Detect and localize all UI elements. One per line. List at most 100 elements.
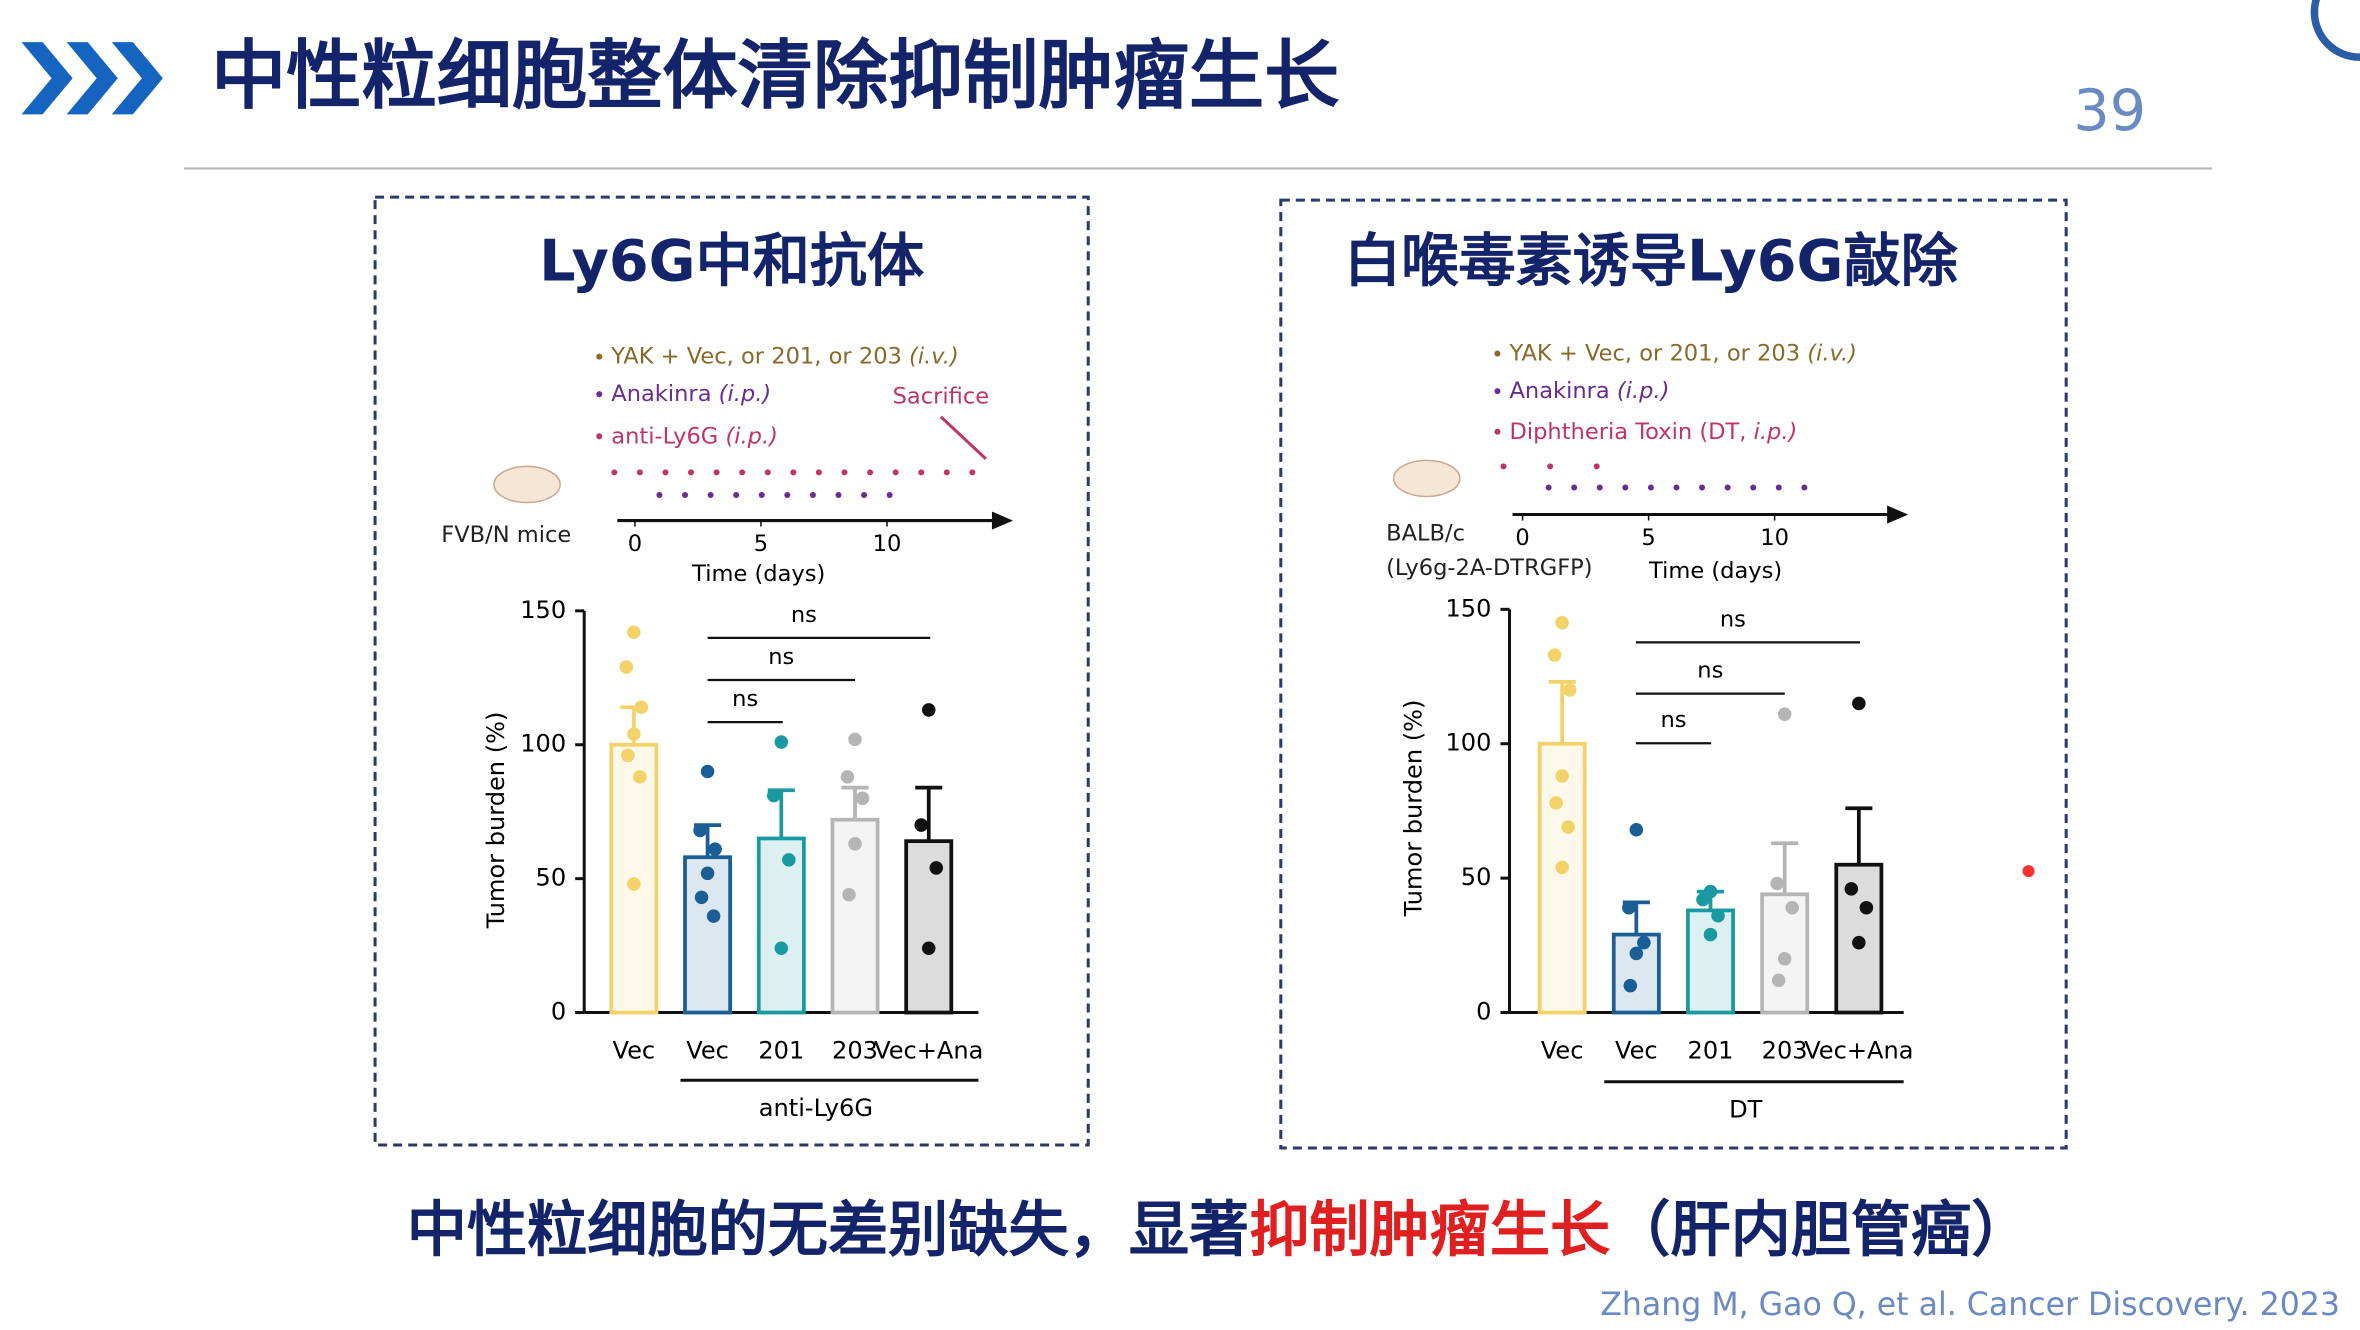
bar <box>1537 741 1587 1015</box>
timeline-label: Time (days) <box>1648 558 1782 584</box>
data-point <box>1549 796 1563 810</box>
dose-dot <box>1593 463 1600 470</box>
data-point <box>1547 648 1562 662</box>
dose-dot <box>841 469 848 476</box>
data-point <box>1844 882 1859 896</box>
data-point <box>1696 892 1710 907</box>
data-point <box>921 703 936 717</box>
data-point <box>627 625 641 640</box>
y-tick-label: 0 <box>1476 998 1491 1026</box>
significance-label: ns <box>732 686 758 712</box>
y-tick-label: 50 <box>1461 863 1492 891</box>
dose-dot <box>739 469 746 476</box>
timeline-tick-label: 0 <box>1515 525 1529 551</box>
data-point <box>848 837 862 851</box>
data-point <box>1770 876 1784 891</box>
data-point <box>619 660 634 674</box>
citation: Zhang M, Gao Q, et al. Cancer Discovery.… <box>1600 1287 2340 1323</box>
mouse-icon <box>1392 459 1461 498</box>
x-tick-label: Vec <box>1615 1037 1658 1065</box>
bar <box>683 855 733 1015</box>
dose-dot <box>1775 484 1782 491</box>
protocol-text: Anakinra <box>1509 378 1609 404</box>
data-point <box>1852 696 1866 711</box>
mouse-label: FVB/N mice <box>441 522 571 548</box>
x-tick-label: Vec <box>613 1037 656 1065</box>
protocol-text: YAK + Vec, or 201, or 203 <box>1508 340 1800 366</box>
dose-dot <box>688 469 695 476</box>
group-label: DT <box>1729 1095 1763 1123</box>
protocol-item: Anakinra (i.p.) <box>611 381 771 407</box>
bullet <box>596 433 603 440</box>
x-tick-label: 203 <box>1762 1037 1808 1065</box>
dose-dot <box>1801 484 1808 491</box>
conclusion-part: 中性粒细胞的无差别缺失，显著 <box>407 1195 1249 1265</box>
conclusion: 中性粒细胞的无差别缺失，显著抑制肿瘤生长（肝内胆管癌） <box>407 1195 2032 1265</box>
chart: Ly6G中和抗体 YAK + Vec, or 201, or 203 (i.v.)… <box>441 228 1013 1122</box>
dose-dot <box>809 491 816 498</box>
protocol-item: YAK + Vec, or 201, or 203 (i.v.) <box>1508 340 1856 366</box>
dose-dot <box>790 469 797 476</box>
timeline-tick-label: 5 <box>754 531 768 557</box>
significance-label: ns <box>1660 707 1686 733</box>
dose-dot <box>1547 463 1554 470</box>
data-point <box>1777 952 1792 966</box>
data-point <box>1629 946 1644 961</box>
protocol-text: Diphtheria Toxin (DT, <box>1509 418 1746 444</box>
mouse-icon <box>493 465 561 504</box>
dose-dot <box>758 491 765 498</box>
data-point <box>921 941 936 956</box>
bullet <box>1494 388 1501 395</box>
data-point <box>782 853 796 867</box>
dose-dot <box>682 491 689 498</box>
data-point <box>848 732 862 747</box>
data-point <box>840 770 855 784</box>
dose-dot <box>892 469 899 476</box>
protocol-item: YAK + Vec, or 201, or 203 (i.v.) <box>610 343 958 369</box>
mouse-label: BALB/c <box>1386 521 1465 547</box>
panel-frame <box>1279 198 2068 1150</box>
group-label: anti-Ly6G <box>759 1094 873 1122</box>
dose-dot <box>861 491 868 498</box>
mouse-label: (Ly6g-2A-DTRGFP) <box>1386 555 1592 581</box>
data-point <box>1629 822 1644 837</box>
bullet <box>596 353 603 360</box>
y-tick-label: 0 <box>551 998 566 1026</box>
dose-dot <box>943 469 950 476</box>
bar <box>1686 908 1735 1015</box>
dose-dot <box>867 469 874 476</box>
dose-dot <box>1699 484 1706 491</box>
error-bar <box>915 785 943 842</box>
data-point <box>700 866 715 881</box>
slide-title: 中性粒细胞整体清除抑制肿瘤生长 <box>211 32 1340 120</box>
protocol-text: anti-Ly6G <box>611 423 718 449</box>
dose-dot <box>1571 484 1578 491</box>
data-point <box>1711 909 1725 923</box>
x-tick-label: Vec+Ana <box>1804 1037 1913 1065</box>
data-point <box>1859 900 1874 915</box>
data-point <box>1622 900 1636 915</box>
dose-dot <box>1673 484 1680 491</box>
data-point <box>708 842 722 856</box>
data-point <box>1555 616 1569 630</box>
chart: 白喉毒素诱导Ly6G敲除 YAK + Vec, or 201, or 203 (i… <box>1344 228 1959 1123</box>
conclusion-highlight: 抑制肿瘤生长 <box>1249 1195 1611 1265</box>
timeline-tick-label: 10 <box>873 531 902 557</box>
protocol-note: (i.v.) <box>909 343 959 369</box>
dose-dot <box>969 469 976 476</box>
sacrifice-label: Sacrifice <box>893 384 990 410</box>
y-axis-label: Tumor burden (%) <box>482 712 510 930</box>
conclusion-part: （肝内胆管癌） <box>1610 1195 2031 1265</box>
protocol-item: Diphtheria Toxin (DT, i.p.) <box>1509 418 1797 444</box>
pointer <box>2022 865 2035 878</box>
data-point <box>1555 769 1569 783</box>
data-point <box>627 727 641 741</box>
dose-dot <box>1545 484 1552 491</box>
data-point <box>1771 973 1786 988</box>
data-point <box>1623 978 1638 993</box>
error-bar <box>1845 806 1873 865</box>
dose-dot <box>1622 484 1629 491</box>
timeline-tick-label: 5 <box>1641 525 1655 551</box>
protocol-note: i.p.) <box>1754 418 1798 444</box>
